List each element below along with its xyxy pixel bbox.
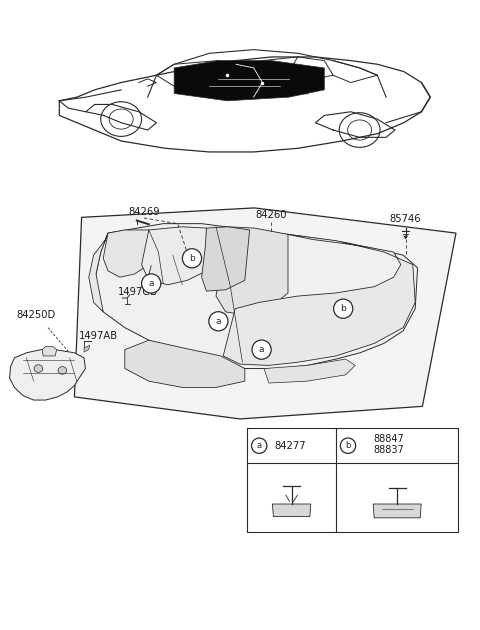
- Text: 88847: 88847: [373, 435, 404, 444]
- Polygon shape: [94, 224, 418, 369]
- Polygon shape: [103, 230, 149, 277]
- Polygon shape: [142, 227, 206, 285]
- Polygon shape: [223, 234, 415, 365]
- Polygon shape: [174, 60, 324, 101]
- Text: a: a: [259, 345, 264, 354]
- Polygon shape: [272, 504, 311, 517]
- Ellipse shape: [334, 299, 353, 318]
- Polygon shape: [89, 233, 108, 312]
- Ellipse shape: [34, 365, 43, 372]
- Polygon shape: [216, 227, 288, 315]
- Text: b: b: [345, 441, 351, 450]
- Text: 85746: 85746: [390, 214, 421, 224]
- Text: 84269: 84269: [128, 207, 160, 217]
- Ellipse shape: [209, 312, 228, 331]
- Text: a: a: [148, 279, 154, 288]
- Text: b: b: [340, 304, 346, 313]
- Text: a: a: [216, 317, 221, 326]
- Text: a: a: [257, 441, 262, 450]
- Polygon shape: [403, 236, 408, 239]
- Ellipse shape: [58, 367, 67, 374]
- Polygon shape: [125, 340, 245, 387]
- Text: 84250D: 84250D: [16, 310, 56, 320]
- Polygon shape: [42, 346, 57, 356]
- Text: 1497GB: 1497GB: [118, 287, 157, 297]
- Polygon shape: [202, 227, 250, 291]
- Ellipse shape: [142, 274, 161, 293]
- Polygon shape: [247, 428, 458, 532]
- Polygon shape: [373, 504, 421, 518]
- Polygon shape: [74, 208, 456, 419]
- Polygon shape: [264, 359, 355, 383]
- Text: 1497AB: 1497AB: [79, 331, 119, 341]
- Text: 88837: 88837: [373, 445, 404, 455]
- Text: 84260: 84260: [255, 210, 287, 220]
- Ellipse shape: [252, 340, 271, 359]
- Polygon shape: [84, 345, 90, 352]
- Ellipse shape: [340, 438, 356, 454]
- Ellipse shape: [182, 249, 202, 268]
- Text: 84277: 84277: [275, 441, 306, 450]
- Polygon shape: [10, 350, 85, 400]
- Text: b: b: [189, 254, 195, 263]
- Ellipse shape: [252, 438, 267, 454]
